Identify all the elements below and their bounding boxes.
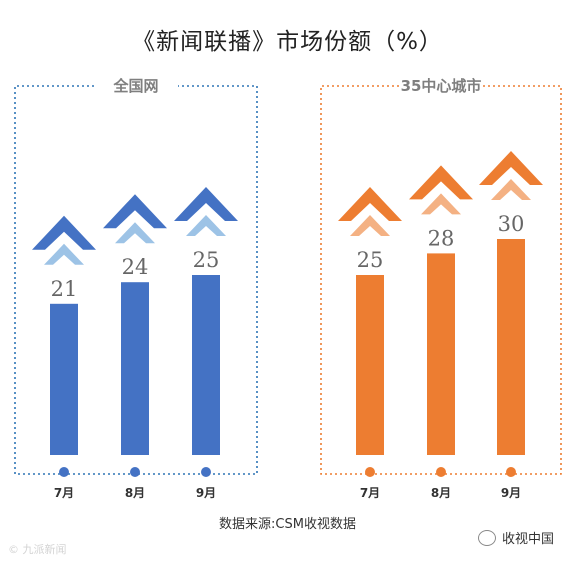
x-tick-label: 8月 <box>431 486 451 500</box>
up-chevron-light-icon <box>186 215 226 236</box>
panel-label: 35中心城市 <box>401 77 482 95</box>
up-chevron-light-icon <box>115 222 155 244</box>
watermark-right: 收视中国 <box>478 528 554 547</box>
data-label: 28 <box>428 226 455 250</box>
bar <box>356 275 384 455</box>
axis-dot <box>59 467 69 477</box>
axis-dot <box>365 467 375 477</box>
bar <box>427 253 455 455</box>
watermark-right-label: 收视中国 <box>502 532 555 547</box>
panel-label: 全国网 <box>112 77 158 95</box>
axis-dot <box>436 467 446 477</box>
data-label: 25 <box>193 248 220 272</box>
up-chevron-icon <box>32 215 96 250</box>
up-chevron-light-icon <box>421 193 461 215</box>
chart-title: 《新闻联播》市场份额（%） <box>132 29 443 55</box>
axis-dot <box>506 467 516 477</box>
data-label: 24 <box>122 255 149 279</box>
bar <box>497 239 525 455</box>
data-label: 21 <box>51 277 78 301</box>
up-chevron-icon <box>479 151 543 185</box>
x-tick-label: 9月 <box>196 486 216 500</box>
up-chevron-icon <box>174 187 238 221</box>
x-tick-label: 7月 <box>360 486 380 500</box>
bar <box>192 275 220 455</box>
axis-dot <box>130 467 140 477</box>
up-chevron-light-icon <box>491 179 531 200</box>
up-chevron-icon <box>338 187 402 221</box>
up-chevron-light-icon <box>350 215 390 236</box>
panel-frame <box>14 85 258 475</box>
x-tick-label: 9月 <box>501 486 521 500</box>
data-source-note: 数据来源:CSM收视数据 <box>219 517 356 532</box>
bar <box>121 282 149 455</box>
wechat-icon <box>478 529 496 546</box>
data-label: 25 <box>357 248 384 272</box>
up-chevron-icon <box>103 194 167 229</box>
data-label: 30 <box>498 212 525 236</box>
watermark-left: © 九派新闻 <box>8 543 67 556</box>
axis-dot <box>201 467 211 477</box>
up-chevron-icon <box>409 165 473 200</box>
bar <box>50 303 78 455</box>
x-tick-label: 7月 <box>54 486 74 500</box>
x-tick-label: 8月 <box>125 486 145 500</box>
up-chevron-light-icon <box>44 243 84 265</box>
